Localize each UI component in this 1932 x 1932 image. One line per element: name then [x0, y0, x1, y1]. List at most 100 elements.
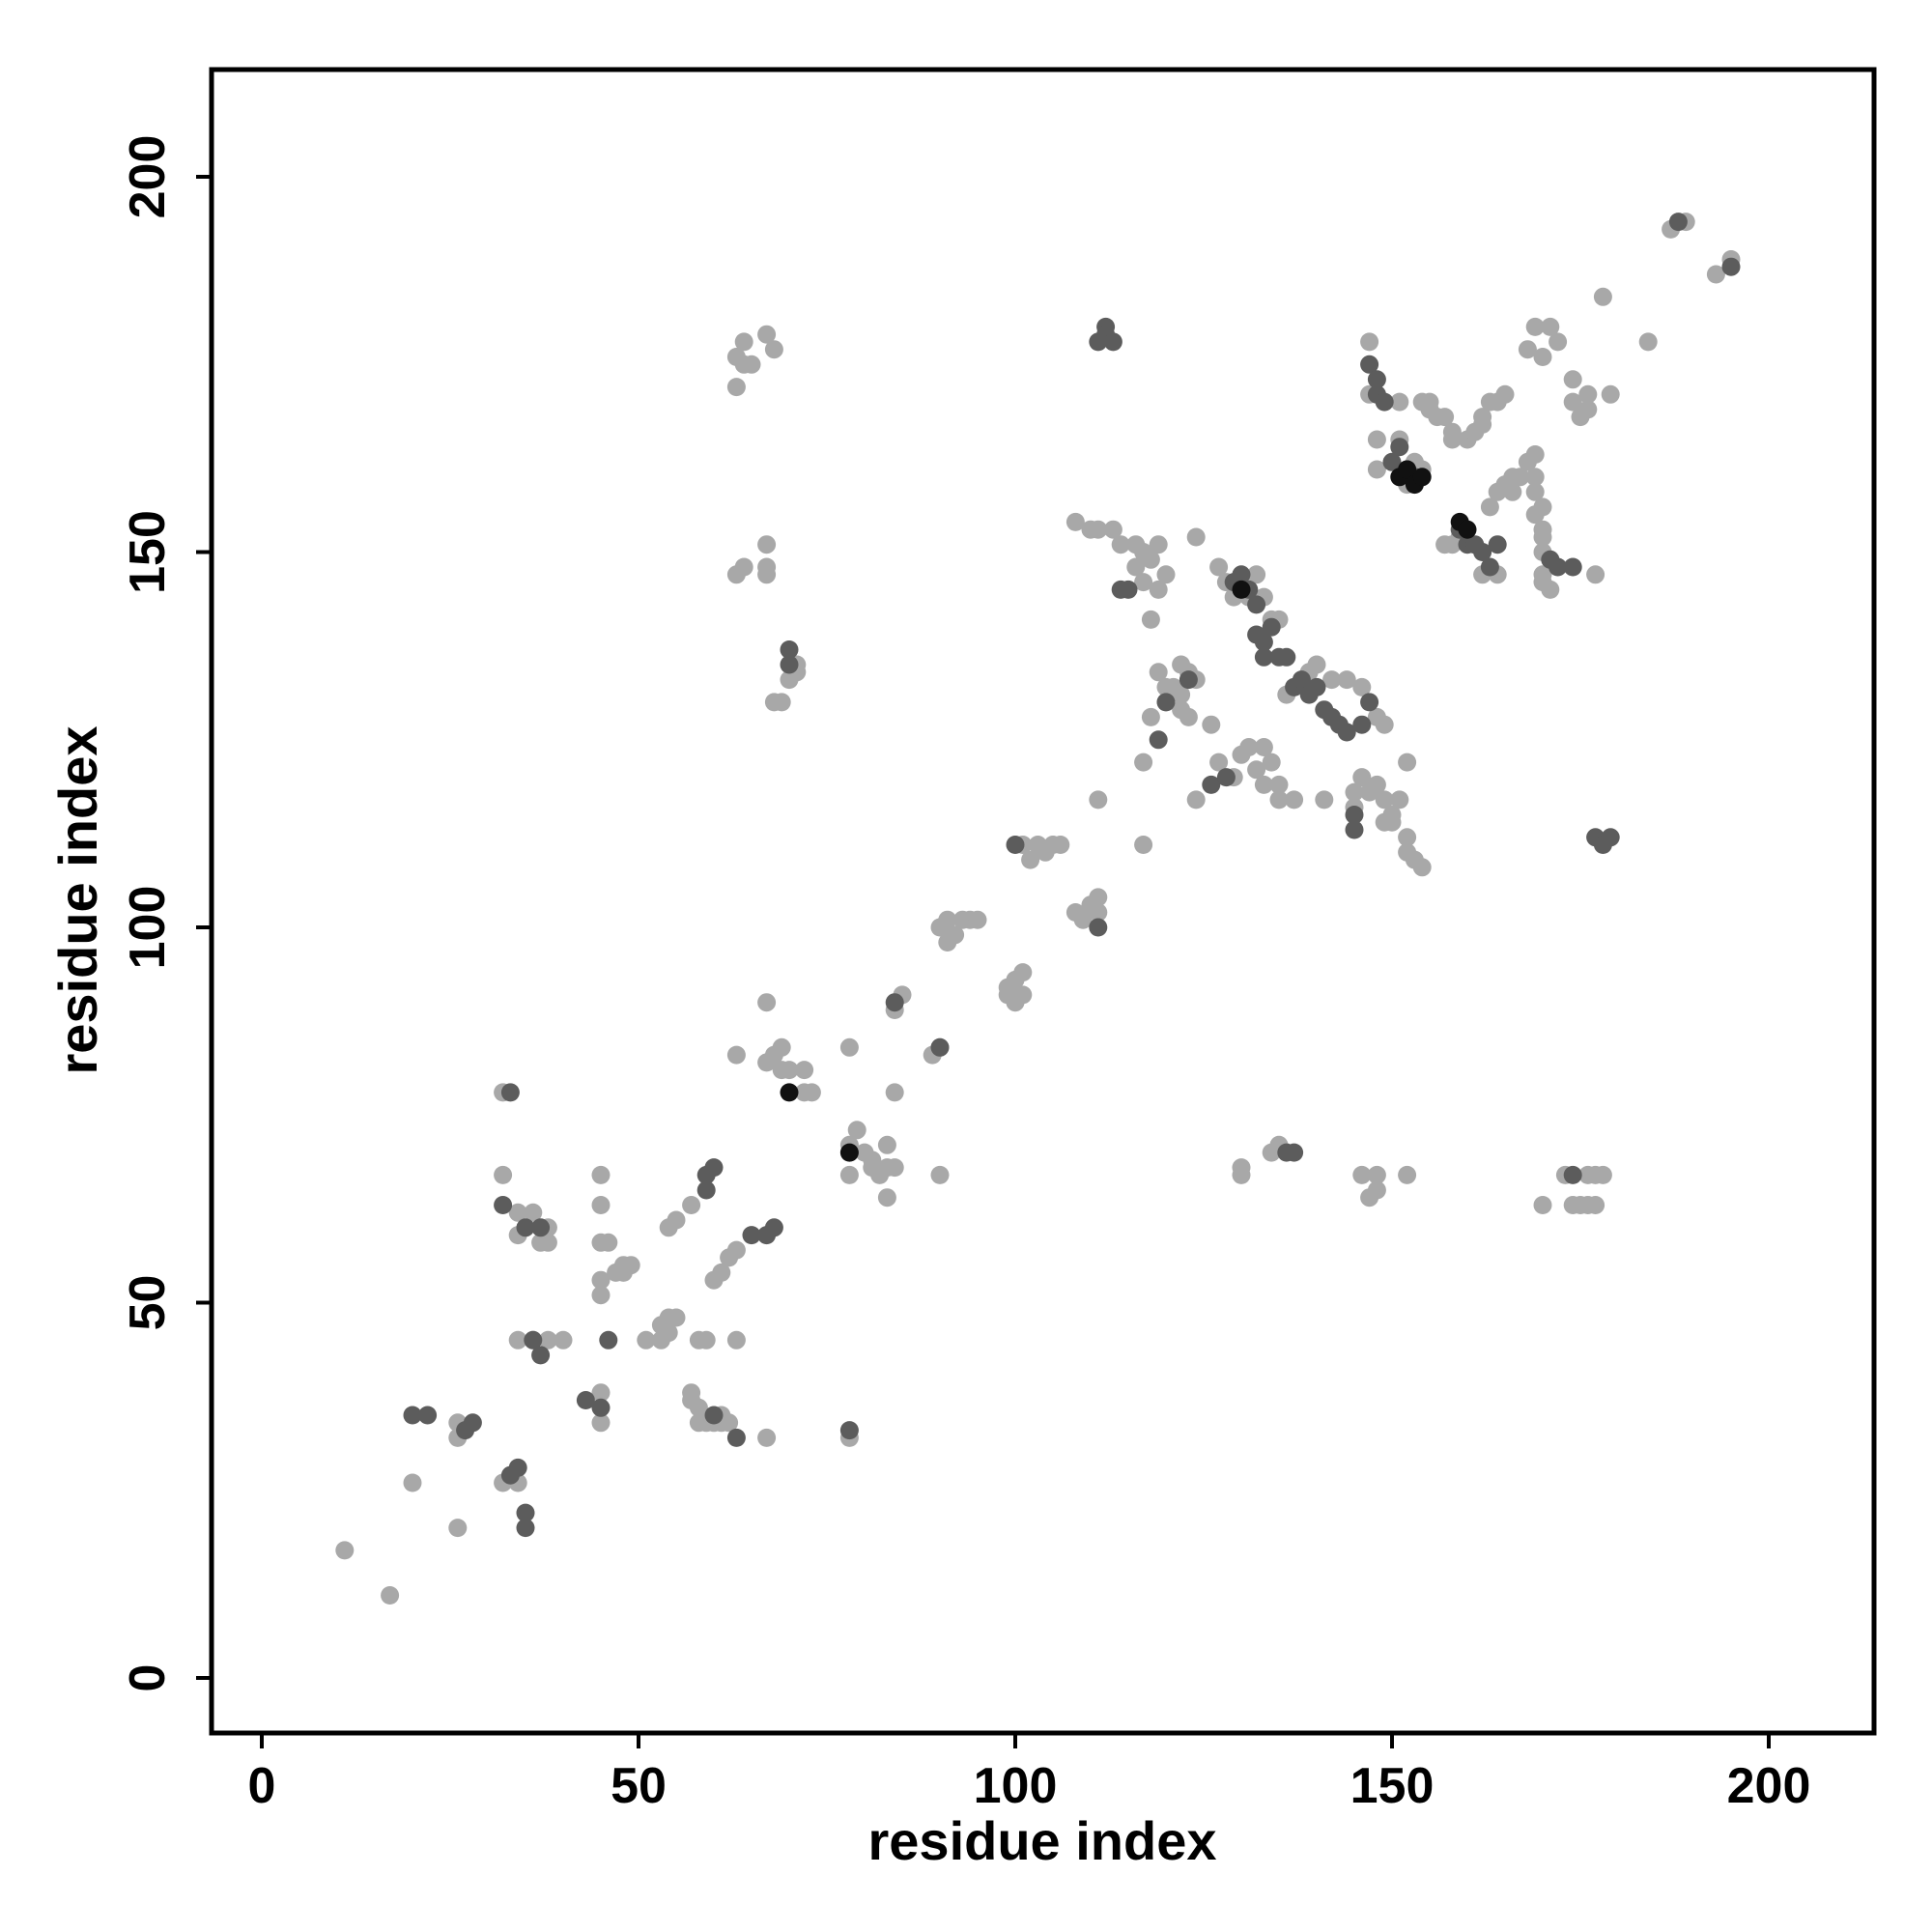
contact-point	[1563, 370, 1582, 389]
contact-point	[1495, 384, 1515, 404]
contact-point	[1593, 1165, 1612, 1184]
contact-point	[1548, 332, 1568, 352]
contact-point	[1541, 317, 1560, 336]
contact-point	[1390, 438, 1409, 457]
contact-point	[1473, 408, 1492, 427]
contact-point	[704, 1406, 724, 1425]
contact-point	[1511, 468, 1530, 487]
contact-point	[1141, 550, 1160, 569]
contact-point	[1089, 903, 1108, 922]
contact-point	[1533, 497, 1552, 517]
y-tick-label: 150	[120, 510, 176, 594]
contact-point	[938, 910, 957, 929]
contact-point	[1412, 468, 1432, 487]
contact-point	[1382, 452, 1402, 471]
contact-point	[720, 1413, 739, 1433]
contact-point	[757, 557, 777, 577]
contact-point	[1021, 850, 1040, 869]
contact-point	[1375, 715, 1394, 734]
contact-point	[1247, 760, 1266, 780]
contact-point	[1360, 332, 1379, 352]
contact-point	[591, 1413, 611, 1433]
contact-point	[403, 1406, 422, 1425]
contact-point	[839, 1165, 859, 1184]
contact-point	[742, 1226, 761, 1245]
contact-point	[1262, 617, 1281, 637]
contact-point	[1525, 317, 1545, 336]
contact-point	[726, 1330, 746, 1350]
contact-point	[1533, 527, 1552, 547]
contact-point	[704, 1158, 724, 1178]
contact-point	[591, 1196, 611, 1214]
contact-point	[682, 1196, 701, 1214]
contact-point	[1586, 565, 1605, 584]
contact-point	[1601, 384, 1620, 404]
contact-point	[696, 1330, 716, 1350]
contact-point	[1442, 430, 1462, 449]
contact-point	[1307, 677, 1326, 696]
contact-point	[1375, 790, 1394, 810]
contact-point	[1533, 1196, 1552, 1214]
contact-point	[1269, 790, 1289, 810]
contact-point	[1345, 782, 1364, 802]
x-tick-label: 0	[248, 1758, 276, 1814]
contact-point	[1254, 775, 1273, 794]
contact-point	[1134, 836, 1153, 854]
contact-point	[1065, 512, 1085, 531]
contact-point	[1345, 820, 1364, 839]
contact-point	[1254, 647, 1273, 667]
contact-point	[531, 1218, 551, 1237]
contact-point	[689, 1398, 708, 1417]
contact-point	[1254, 738, 1273, 756]
contact-point	[780, 640, 799, 659]
contact-point	[946, 925, 965, 945]
contact-point	[1089, 888, 1108, 907]
contact-point	[1480, 497, 1499, 517]
contact-point	[1360, 355, 1379, 374]
x-axis: 0 50 100 150 200	[248, 1733, 1810, 1814]
contact-point	[757, 993, 777, 1012]
contact-point	[1593, 287, 1612, 306]
contact-point	[1126, 557, 1146, 577]
contact-point	[1013, 985, 1033, 1005]
contact-point	[696, 1180, 716, 1200]
contact-point	[1601, 828, 1620, 847]
x-tick-label: 150	[1350, 1758, 1435, 1814]
contact-point	[877, 1188, 896, 1208]
contact-point	[1149, 580, 1168, 599]
contact-point	[1541, 580, 1560, 599]
contact-point	[591, 1286, 611, 1305]
contact-point	[1390, 790, 1409, 810]
contact-point	[1292, 670, 1311, 690]
contact-point	[1352, 715, 1372, 734]
contact-point	[1202, 775, 1221, 794]
contact-point	[1232, 565, 1251, 584]
contact-point	[1352, 677, 1372, 696]
contact-point	[508, 1330, 527, 1350]
x-tick-label: 50	[611, 1758, 667, 1814]
contact-point	[516, 1519, 535, 1538]
contact-point	[764, 340, 783, 359]
contact-point	[1119, 580, 1138, 599]
contact-point	[968, 910, 987, 929]
contact-point	[1103, 520, 1122, 539]
contact-point	[734, 557, 753, 577]
contact-point	[1149, 535, 1168, 554]
contact-point	[335, 1541, 355, 1560]
contact-point	[1420, 392, 1439, 412]
contact-point	[802, 1083, 821, 1102]
contact-point	[1398, 460, 1417, 479]
contact-point	[1382, 812, 1402, 832]
contact-point	[1345, 806, 1364, 824]
contact-point	[1247, 565, 1266, 584]
contact-point	[764, 1218, 783, 1237]
contact-point	[1089, 790, 1108, 810]
contact-point	[516, 1218, 535, 1237]
contact-point	[780, 1061, 799, 1080]
contact-point	[1412, 858, 1432, 877]
contact-point	[1367, 775, 1386, 794]
contact-point	[1480, 557, 1499, 577]
contact-point	[463, 1413, 482, 1433]
contact-point	[1367, 1180, 1386, 1200]
contact-point	[847, 1121, 867, 1140]
